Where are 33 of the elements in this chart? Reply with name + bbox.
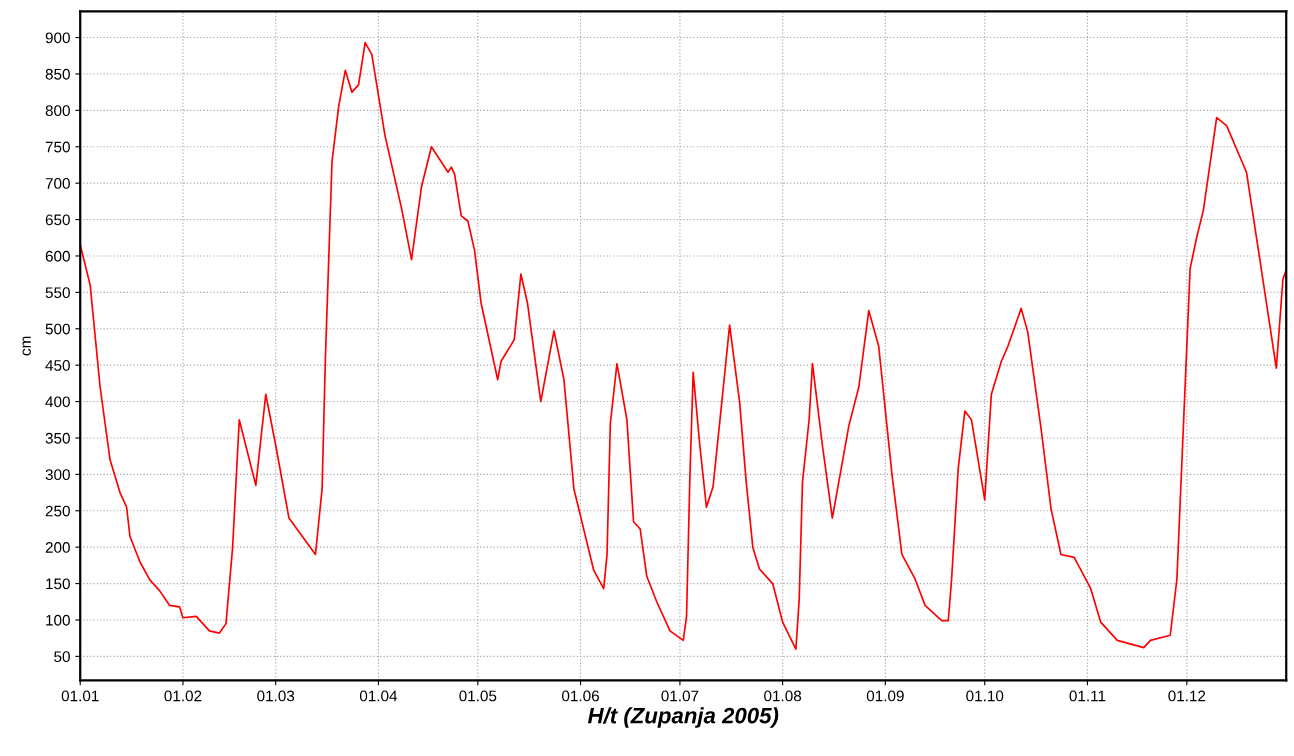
x-tick-label: 01.09 (866, 690, 904, 702)
y-tick-label: 450 (45, 360, 70, 371)
y-tick-label: 50 (54, 651, 70, 663)
y-tick-label: 650 (45, 214, 70, 226)
y-tick-label: 250 (45, 505, 70, 517)
y-tick-label: 900 (45, 32, 70, 44)
x-tick-label: 01.11 (1069, 690, 1106, 702)
y-tick-label: 350 (45, 432, 70, 444)
x-tick-label: 01.10 (966, 690, 1004, 702)
x-tick-label: 01.05 (459, 690, 497, 702)
y-tick-label: 700 (45, 178, 70, 189)
y-tick-label: 850 (45, 68, 70, 80)
y-tick-label: 150 (46, 578, 70, 590)
x-tick-label: 01.12 (1168, 690, 1206, 702)
y-tick-label: 100 (46, 614, 70, 626)
y-tick-label: 400 (45, 396, 70, 408)
y-tick-label: 600 (45, 250, 70, 262)
x-tick-label: 01.08 (764, 690, 802, 702)
x-axis-title: H/t (Zupanja 2005) (587, 707, 779, 728)
x-tick-label: 01.02 (164, 690, 202, 702)
y-tick-label: 300 (45, 469, 70, 481)
y-axis-title: cm (22, 336, 31, 356)
y-tick-label: 550 (45, 287, 70, 299)
y-tick-label: 200 (45, 542, 70, 553)
y-tick-label: 750 (45, 141, 70, 153)
x-tick-label: 01.04 (359, 690, 398, 702)
x-tick-label: 01.06 (562, 690, 599, 702)
x-tick-label: 01.07 (661, 690, 699, 702)
y-tick-label: 800 (45, 105, 70, 117)
y-tick-label: 500 (45, 323, 70, 335)
x-tick-label: 01.03 (257, 690, 295, 702)
line-series (80, 41, 1287, 650)
x-tick-label: 01.01 (61, 690, 99, 702)
